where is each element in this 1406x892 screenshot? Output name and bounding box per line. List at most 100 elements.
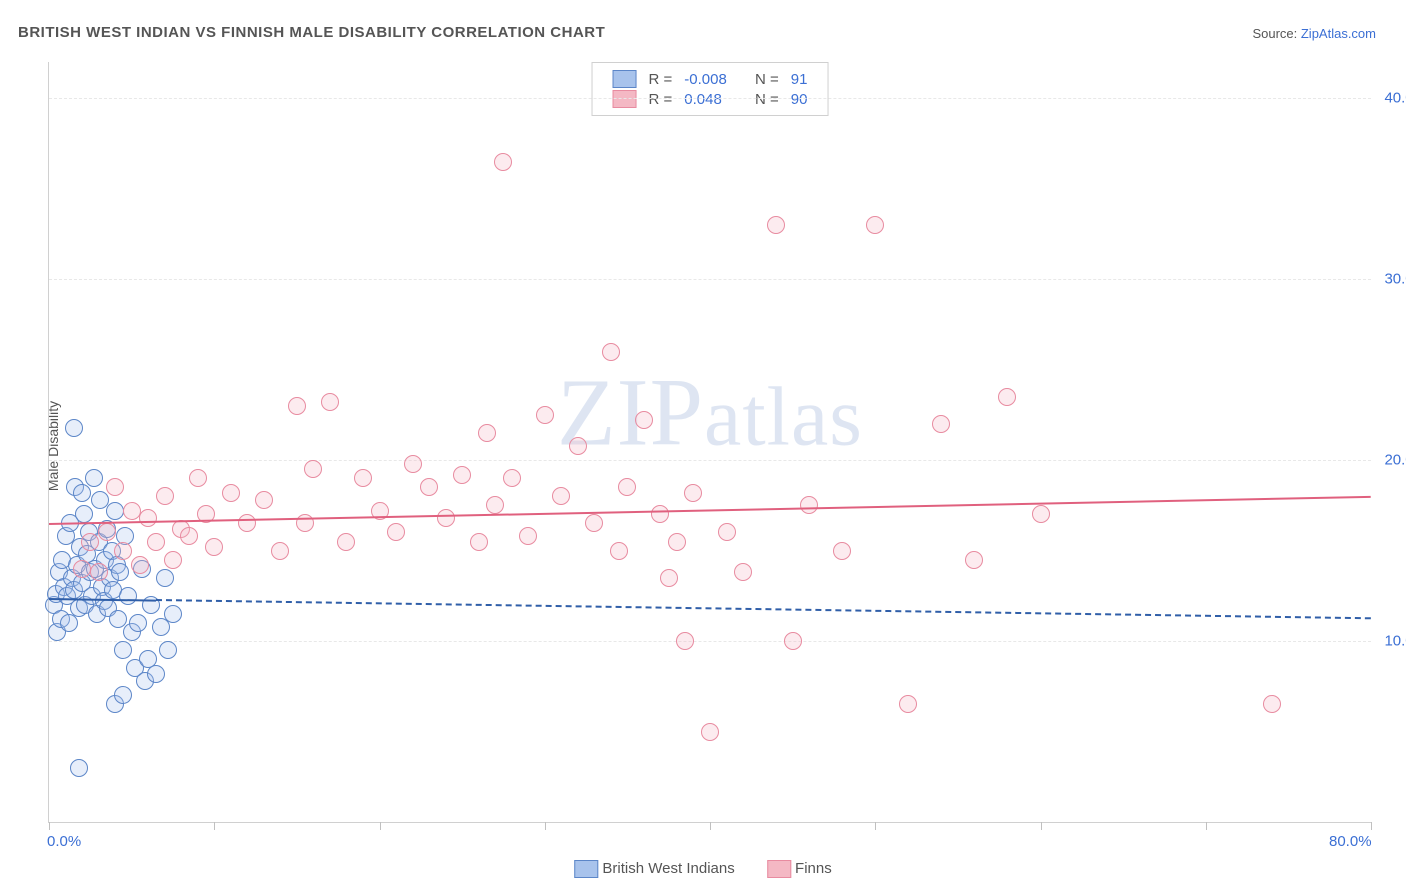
source-label: Source: (1252, 26, 1300, 41)
data-point-finns (437, 509, 455, 527)
data-point-finns (494, 153, 512, 171)
data-point-bwi (111, 563, 129, 581)
gridline (49, 279, 1371, 280)
data-point-finns (222, 484, 240, 502)
x-tick (49, 822, 50, 830)
x-tick (1371, 822, 1372, 830)
data-point-finns (833, 542, 851, 560)
data-point-finns (503, 469, 521, 487)
data-point-bwi (106, 502, 124, 520)
data-point-bwi (147, 665, 165, 683)
data-point-bwi (114, 686, 132, 704)
data-point-finns (718, 523, 736, 541)
x-tick (710, 822, 711, 830)
data-point-finns (387, 523, 405, 541)
data-point-finns (304, 460, 322, 478)
watermark: ZIPatlas (557, 356, 863, 467)
data-point-finns (205, 538, 223, 556)
data-point-bwi (75, 505, 93, 523)
data-point-finns (106, 478, 124, 496)
data-point-finns (866, 216, 884, 234)
data-point-finns (114, 542, 132, 560)
data-point-finns (932, 415, 950, 433)
data-point-finns (1032, 505, 1050, 523)
data-point-bwi (114, 641, 132, 659)
data-point-finns (610, 542, 628, 560)
data-point-finns (660, 569, 678, 587)
x-tick (1206, 822, 1207, 830)
gridline (49, 460, 1371, 461)
x-tick (875, 822, 876, 830)
data-point-finns (453, 466, 471, 484)
n-label: N = (749, 69, 785, 89)
y-tick-label: 10.0% (1377, 633, 1406, 650)
data-point-finns (271, 542, 289, 560)
swatch-bwi (613, 70, 637, 88)
data-point-finns (238, 514, 256, 532)
data-point-finns (800, 496, 818, 514)
legend-item-finns: Finns (767, 860, 832, 878)
data-point-bwi (73, 484, 91, 502)
data-point-finns (180, 527, 198, 545)
scatter-plot-area: ZIPatlas R = -0.008 N = 91 R = 0.048 N =… (48, 62, 1371, 823)
data-point-finns (569, 437, 587, 455)
swatch-bwi-icon (574, 860, 598, 878)
data-point-finns (536, 406, 554, 424)
data-point-finns (519, 527, 537, 545)
gridline (49, 98, 1371, 99)
source-link[interactable]: ZipAtlas.com (1301, 26, 1376, 41)
data-point-finns (618, 478, 636, 496)
data-point-finns (321, 393, 339, 411)
data-point-finns (676, 632, 694, 650)
data-point-finns (668, 533, 686, 551)
x-tick-label: 80.0% (1329, 833, 1372, 850)
data-point-finns (354, 469, 372, 487)
y-tick-label: 30.0% (1377, 271, 1406, 288)
data-point-finns (784, 632, 802, 650)
legend-label-finns: Finns (795, 860, 832, 877)
legend-stats: R = -0.008 N = 91 R = 0.048 N = 90 (592, 62, 829, 116)
data-point-finns (288, 397, 306, 415)
y-tick-label: 40.0% (1377, 90, 1406, 107)
r-value-bwi: -0.008 (678, 69, 733, 89)
data-point-finns (131, 556, 149, 574)
legend-row-bwi: R = -0.008 N = 91 (607, 69, 814, 89)
y-tick-label: 20.0% (1377, 452, 1406, 469)
data-point-finns (767, 216, 785, 234)
data-point-bwi (70, 759, 88, 777)
data-point-finns (965, 551, 983, 569)
data-point-finns (998, 388, 1016, 406)
data-point-finns (404, 455, 422, 473)
data-point-finns (734, 563, 752, 581)
data-point-finns (255, 491, 273, 509)
data-point-finns (486, 496, 504, 514)
x-tick (380, 822, 381, 830)
legend-item-bwi: British West Indians (574, 860, 734, 878)
data-point-bwi (119, 587, 137, 605)
gridline (49, 641, 1371, 642)
data-point-finns (701, 723, 719, 741)
data-point-finns (123, 502, 141, 520)
data-point-finns (189, 469, 207, 487)
n-value-bwi: 91 (785, 69, 814, 89)
data-point-finns (585, 514, 603, 532)
data-point-finns (156, 487, 174, 505)
x-tick-label: 0.0% (47, 833, 81, 850)
data-point-bwi (65, 419, 83, 437)
x-tick (545, 822, 546, 830)
data-point-bwi (164, 605, 182, 623)
legend-label-bwi: British West Indians (602, 860, 734, 877)
legend-bottom: British West Indians Finns (560, 860, 845, 878)
source-attribution: Source: ZipAtlas.com (1252, 26, 1376, 41)
data-point-bwi (159, 641, 177, 659)
data-point-bwi (156, 569, 174, 587)
data-point-finns (552, 487, 570, 505)
swatch-finns-icon (767, 860, 791, 878)
data-point-finns (337, 533, 355, 551)
data-point-bwi (129, 614, 147, 632)
data-point-finns (164, 551, 182, 569)
data-point-finns (478, 424, 496, 442)
data-point-finns (420, 478, 438, 496)
data-point-finns (139, 509, 157, 527)
data-point-finns (899, 695, 917, 713)
